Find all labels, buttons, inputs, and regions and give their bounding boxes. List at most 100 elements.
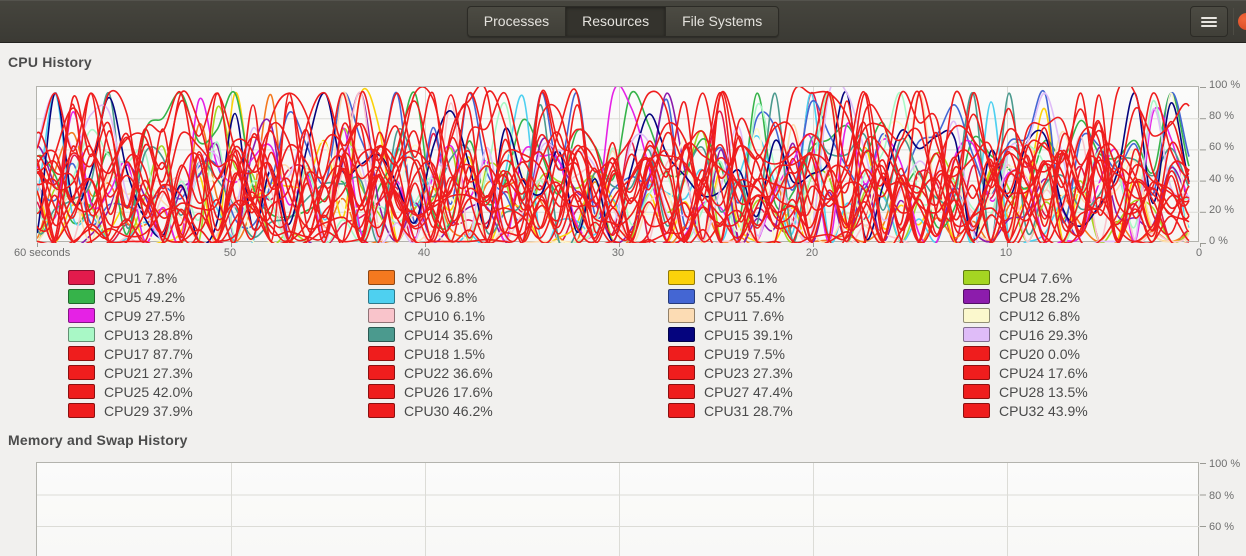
legend-item-cpu25: CPU25 42.0% bbox=[68, 382, 368, 401]
legend-label-cpu23: CPU23 27.3% bbox=[704, 364, 793, 381]
cpu-y-tick-80%: 80 % bbox=[1209, 110, 1235, 123]
legend-swatch-cpu25 bbox=[68, 384, 95, 399]
legend-item-cpu30: CPU30 46.2% bbox=[368, 401, 668, 420]
legend-swatch-cpu21 bbox=[68, 365, 95, 380]
close-window-button[interactable] bbox=[1238, 13, 1246, 30]
legend-item-cpu1: CPU1 7.8% bbox=[68, 268, 368, 287]
memory-swap-chart bbox=[36, 462, 1206, 556]
legend-item-cpu29: CPU29 37.9% bbox=[68, 401, 368, 420]
legend-item-cpu23: CPU23 27.3% bbox=[668, 363, 963, 382]
legend-swatch-cpu8 bbox=[963, 289, 990, 304]
cpu-y-tick-60%: 60 % bbox=[1209, 141, 1235, 154]
legend-label-cpu27: CPU27 47.4% bbox=[704, 383, 793, 400]
cpu-x-tick-30: 30 bbox=[611, 247, 625, 259]
cpu-y-tick-20%: 20 % bbox=[1209, 203, 1235, 216]
legend-swatch-cpu22 bbox=[368, 365, 395, 380]
legend-swatch-cpu14 bbox=[368, 327, 395, 342]
legend-swatch-cpu30 bbox=[368, 403, 395, 418]
memory-y-tick-80%: 80 % bbox=[1209, 489, 1235, 502]
legend-swatch-cpu12 bbox=[963, 308, 990, 323]
view-tab-group: Processes Resources File Systems bbox=[466, 5, 780, 37]
legend-swatch-cpu17 bbox=[68, 346, 95, 361]
legend-item-cpu12: CPU12 6.8% bbox=[963, 306, 1208, 325]
tab-file-systems[interactable]: File Systems bbox=[665, 5, 780, 37]
legend-swatch-cpu6 bbox=[368, 289, 395, 304]
cpu-y-tick-40%: 40 % bbox=[1209, 172, 1235, 185]
tab-processes[interactable]: Processes bbox=[466, 5, 566, 37]
legend-swatch-cpu7 bbox=[668, 289, 695, 304]
cpu-trace-cpu21 bbox=[37, 87, 1190, 243]
legend-label-cpu14: CPU14 35.6% bbox=[404, 326, 493, 343]
legend-item-cpu2: CPU2 6.8% bbox=[368, 268, 668, 287]
legend-swatch-cpu13 bbox=[68, 327, 95, 342]
header-bar: Processes Resources File Systems bbox=[0, 0, 1246, 43]
cpu-x-tick-60-seconds: 60 seconds bbox=[14, 247, 71, 259]
legend-swatch-cpu27 bbox=[668, 384, 695, 399]
legend-label-cpu22: CPU22 36.6% bbox=[404, 364, 493, 381]
cpu-trace-cpu22 bbox=[37, 92, 1190, 243]
legend-swatch-cpu16 bbox=[963, 327, 990, 342]
legend-swatch-cpu32 bbox=[963, 403, 990, 418]
legend-item-cpu16: CPU16 29.3% bbox=[963, 325, 1208, 344]
legend-swatch-cpu28 bbox=[963, 384, 990, 399]
legend-item-cpu9: CPU9 27.5% bbox=[68, 306, 368, 325]
tab-resources[interactable]: Resources bbox=[565, 5, 666, 37]
legend-label-cpu29: CPU29 37.9% bbox=[104, 402, 193, 419]
legend-label-cpu7: CPU7 55.4% bbox=[704, 288, 785, 305]
cpu-x-tick-10: 10 bbox=[999, 247, 1013, 259]
legend-swatch-cpu9 bbox=[68, 308, 95, 323]
legend-item-cpu24: CPU24 17.6% bbox=[963, 363, 1208, 382]
legend-label-cpu3: CPU3 6.1% bbox=[704, 269, 778, 286]
legend-item-cpu19: CPU19 7.5% bbox=[668, 344, 963, 363]
legend-label-cpu20: CPU20 0.0% bbox=[999, 345, 1080, 362]
legend-swatch-cpu10 bbox=[368, 308, 395, 323]
legend-label-cpu18: CPU18 1.5% bbox=[404, 345, 485, 362]
legend-swatch-cpu31 bbox=[668, 403, 695, 418]
legend-item-cpu18: CPU18 1.5% bbox=[368, 344, 668, 363]
legend-swatch-cpu3 bbox=[668, 270, 695, 285]
legend-label-cpu4: CPU4 7.6% bbox=[999, 269, 1073, 286]
legend-swatch-cpu4 bbox=[963, 270, 990, 285]
cpu-trace-cpu32 bbox=[37, 91, 1190, 243]
legend-swatch-cpu24 bbox=[963, 365, 990, 380]
legend-item-cpu6: CPU6 9.8% bbox=[368, 287, 668, 306]
legend-swatch-cpu20 bbox=[963, 346, 990, 361]
cpu-legend: CPU1 7.8% CPU2 6.8% CPU3 6.1% CPU4 7.6% CPU5… bbox=[68, 268, 1208, 420]
legend-label-cpu11: CPU11 7.6% bbox=[704, 307, 784, 324]
legend-swatch-cpu26 bbox=[368, 384, 395, 399]
legend-item-cpu31: CPU31 28.7% bbox=[668, 401, 963, 420]
legend-item-cpu26: CPU26 17.6% bbox=[368, 382, 668, 401]
legend-item-cpu10: CPU10 6.1% bbox=[368, 306, 668, 325]
legend-item-cpu15: CPU15 39.1% bbox=[668, 325, 963, 344]
primary-menu-button[interactable] bbox=[1190, 6, 1228, 37]
legend-label-cpu17: CPU17 87.7% bbox=[104, 345, 193, 362]
legend-label-cpu24: CPU24 17.6% bbox=[999, 364, 1088, 381]
legend-item-cpu28: CPU28 13.5% bbox=[963, 382, 1208, 401]
memory-swap-history-title: Memory and Swap History bbox=[8, 432, 188, 448]
memory-swap-plot-svg bbox=[37, 463, 1206, 556]
legend-swatch-cpu15 bbox=[668, 327, 695, 342]
legend-label-cpu9: CPU9 27.5% bbox=[104, 307, 185, 324]
legend-label-cpu13: CPU13 28.8% bbox=[104, 326, 193, 343]
legend-label-cpu25: CPU25 42.0% bbox=[104, 383, 193, 400]
cpu-trace-cpu28 bbox=[37, 89, 1190, 243]
memory-y-tick-60%: 60 % bbox=[1209, 521, 1235, 533]
legend-label-cpu19: CPU19 7.5% bbox=[704, 345, 785, 362]
cpu-trace-cpu9 bbox=[37, 87, 1190, 243]
legend-swatch-cpu1 bbox=[68, 270, 95, 285]
cpu-x-tick-50: 50 bbox=[223, 247, 237, 259]
legend-label-cpu6: CPU6 9.8% bbox=[404, 288, 478, 305]
legend-label-cpu26: CPU26 17.6% bbox=[404, 383, 493, 400]
cpu-trace-cpu30 bbox=[37, 90, 1190, 243]
legend-label-cpu5: CPU5 49.2% bbox=[104, 288, 185, 305]
legend-swatch-cpu11 bbox=[668, 308, 695, 323]
legend-item-cpu20: CPU20 0.0% bbox=[963, 344, 1208, 363]
legend-label-cpu32: CPU32 43.9% bbox=[999, 402, 1088, 419]
cpu-history-chart bbox=[36, 86, 1206, 247]
cpu-history-plot-svg bbox=[37, 87, 1206, 247]
legend-item-cpu14: CPU14 35.6% bbox=[368, 325, 668, 344]
legend-item-cpu11: CPU11 7.6% bbox=[668, 306, 963, 325]
cpu-y-tick-100%: 100 % bbox=[1209, 79, 1241, 91]
legend-label-cpu21: CPU21 27.3% bbox=[104, 364, 193, 381]
legend-swatch-cpu23 bbox=[668, 365, 695, 380]
